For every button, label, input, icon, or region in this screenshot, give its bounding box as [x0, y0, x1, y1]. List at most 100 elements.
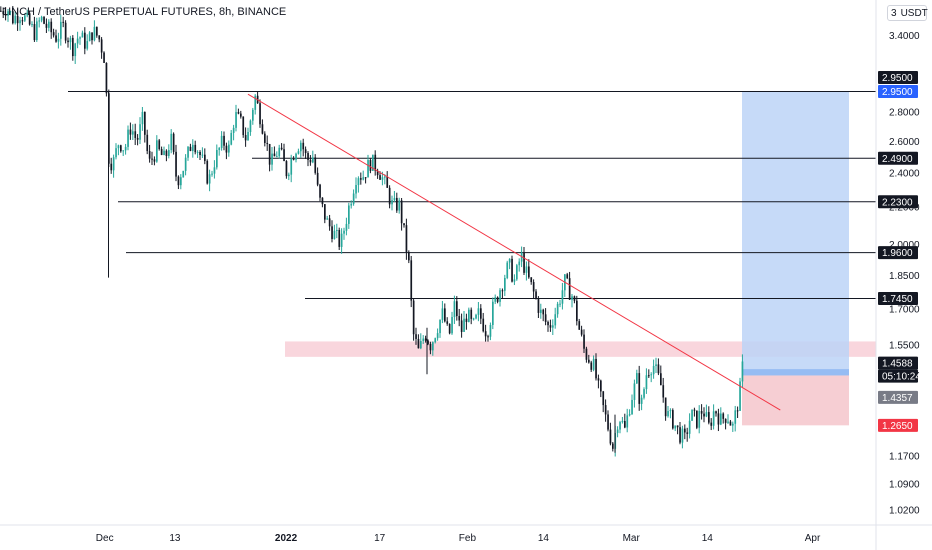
candle-body: [314, 157, 317, 173]
candle-body: [636, 373, 638, 384]
candle-body: [110, 163, 113, 171]
candle-body: [372, 154, 374, 171]
candle-body: [456, 301, 458, 317]
candle-body: [376, 170, 379, 176]
candle-body: [153, 159, 156, 162]
candle-body: [633, 383, 636, 400]
candle-body: [360, 178, 362, 180]
candle-body: [571, 296, 573, 300]
price-label-bg: [878, 291, 918, 305]
candle-body: [391, 200, 393, 205]
horizontal-levels-layer[interactable]: [68, 90, 876, 299]
price-tick-label: 1.7000: [889, 304, 920, 315]
candle-body: [482, 318, 485, 332]
candle-body: [676, 425, 679, 428]
candle-body: [741, 361, 744, 382]
candle-body: [609, 429, 612, 444]
candle-body: [566, 274, 569, 279]
candle-body: [345, 223, 348, 231]
candle-body: [720, 413, 722, 425]
price-label-badge: 1.4588: [878, 356, 918, 370]
price-label-badge: 1.9600: [878, 246, 918, 260]
time-tick-label: Apr: [805, 533, 821, 544]
price-tick-label: 3.4000: [889, 31, 920, 42]
candle-body: [592, 358, 595, 370]
price-tick-label: 1.0200: [889, 506, 920, 517]
candle-body: [52, 32, 55, 36]
candle-body: [333, 230, 336, 239]
candle-body: [192, 144, 194, 151]
candle-body: [146, 134, 149, 152]
candle-body: [432, 342, 434, 351]
candle-body: [28, 13, 31, 25]
candle-body: [504, 278, 506, 291]
candle-body: [163, 150, 165, 155]
candle-body: [475, 314, 477, 319]
candle-body: [691, 409, 693, 421]
price-label-badge: 2.2300: [878, 195, 918, 209]
candle-body: [700, 411, 703, 414]
time-tick-label: 13: [169, 533, 181, 544]
candle-body: [516, 265, 518, 280]
candle-body: [480, 308, 482, 319]
candle-body: [247, 132, 249, 141]
candle-body: [206, 160, 209, 184]
currency-label: USDT: [900, 7, 928, 19]
time-tick-label: Mar: [623, 533, 641, 544]
candle-body: [369, 160, 372, 171]
candle-body: [196, 151, 199, 153]
currency-button[interactable]: 3 USDT: [887, 5, 928, 21]
candle-body: [472, 318, 475, 320]
candle-body: [415, 334, 417, 339]
candle-body: [396, 197, 398, 211]
price-label-bg: [878, 369, 918, 383]
candle-body: [427, 340, 429, 344]
candle-body: [158, 140, 161, 150]
candle-body: [583, 334, 585, 349]
candle-body: [175, 151, 177, 177]
candle-body: [463, 318, 465, 332]
candle-body: [0, 10, 2, 12]
candle-body: [76, 38, 79, 44]
time-axis[interactable]: Dec 13 2022 17 Feb 14 Mar 14 Apr: [0, 524, 932, 544]
candle-body: [624, 421, 626, 428]
price-tick-label: 1.5500: [889, 341, 920, 352]
candle-body: [50, 21, 53, 33]
candle-body: [316, 172, 319, 185]
trendline-layer[interactable]: [247, 93, 781, 411]
candle-body: [86, 41, 89, 49]
price-label-bg: [878, 390, 918, 404]
candle-body: [264, 133, 266, 143]
candle-body: [732, 423, 734, 426]
candle-body: [232, 127, 235, 133]
candle-body: [712, 411, 715, 426]
candle-body: [244, 135, 247, 141]
price-label-badge: 05:10:24: [878, 369, 921, 383]
candle-body: [626, 415, 629, 428]
price-tick-label: 1.8500: [889, 271, 920, 282]
candle-body: [103, 52, 105, 63]
candle-body: [590, 362, 593, 370]
price-tick-label: 2.0000: [889, 240, 920, 251]
candle-body: [156, 140, 158, 162]
price-label-text: 1.4588: [882, 359, 913, 370]
candle-body: [578, 321, 581, 330]
candle-body: [115, 148, 117, 158]
candle-body: [523, 252, 525, 273]
price-label-badge: 2.4900: [878, 151, 918, 165]
candle-body: [410, 260, 413, 301]
candle-body: [4, 14, 7, 16]
candle-body: [568, 278, 571, 300]
candle-body: [211, 173, 213, 175]
price-label-badge: 1.7450: [878, 291, 918, 305]
price-label-badge: 2.9500: [878, 70, 918, 84]
candle-body: [21, 20, 24, 22]
candle-body: [664, 397, 667, 417]
candle-body: [93, 26, 96, 41]
candle-body: [180, 177, 182, 186]
candle-body: [499, 290, 501, 302]
price-label-text: 2.9500: [882, 73, 913, 84]
candle-body: [100, 39, 103, 53]
